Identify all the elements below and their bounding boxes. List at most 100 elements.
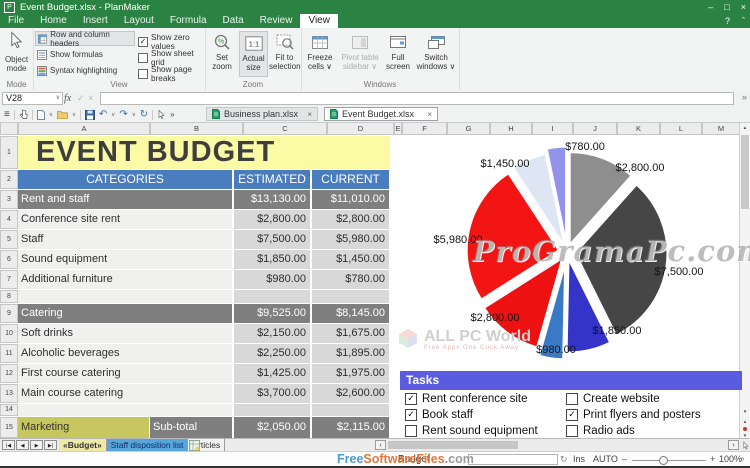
col-header-I[interactable]: I: [532, 122, 573, 135]
col-header-K[interactable]: K: [617, 122, 660, 135]
checkbox-checked-icon[interactable]: ✓: [138, 37, 148, 47]
pie-slice-0[interactable]: [569, 152, 632, 245]
first-sheet-icon[interactable]: |◀: [2, 440, 15, 450]
task-item-print-flyers-and-posters[interactable]: ✓ Print flyers and posters: [566, 407, 701, 422]
fit-to-selection-button[interactable]: Fit to selection: [269, 31, 301, 77]
cell-current-row12[interactable]: $1,975.00: [312, 364, 389, 383]
set-zoom-button[interactable]: % Set zoom: [207, 31, 237, 77]
scroll-left-icon[interactable]: ‹: [375, 440, 386, 450]
cell-estimated-row9[interactable]: $9,525.00: [234, 304, 310, 323]
cell-estimated-row8[interactable]: [234, 290, 310, 303]
hscroll-thumb[interactable]: [388, 441, 518, 449]
doc-tab-event-budget[interactable]: Event Budget.xlsx ×: [324, 107, 438, 121]
cell-category-row8[interactable]: [18, 290, 232, 303]
status-ins[interactable]: Ins: [573, 454, 586, 464]
repeat-icon[interactable]: ↻: [139, 109, 149, 120]
page-select-icon[interactable]: [743, 427, 747, 431]
task-item-rent-sound-equipment[interactable]: Rent sound equipment: [405, 423, 538, 438]
menu-item-home[interactable]: Home: [40, 15, 67, 26]
zoom-slider[interactable]: [632, 460, 706, 461]
chevron-down-icon[interactable]: ∨: [131, 111, 136, 118]
col-header-B[interactable]: B: [150, 122, 243, 135]
cell-header-categories[interactable]: CATEGORIES: [18, 170, 232, 189]
select-cursor-icon[interactable]: [157, 109, 166, 120]
undo-icon[interactable]: ↶: [98, 109, 108, 120]
menu-item-review[interactable]: Review: [259, 15, 293, 26]
task-checkbox-unchecked-icon[interactable]: [566, 424, 578, 437]
actual-size-button[interactable]: 1:1 Actual size: [239, 31, 268, 77]
cell-estimated-row15[interactable]: $2,050.00: [234, 417, 310, 438]
row-header-10[interactable]: 10: [0, 324, 18, 343]
sheet-tab-staff-disposition-list[interactable]: Staff disposition list: [106, 439, 189, 451]
formula-input[interactable]: [100, 92, 734, 105]
cell-category-row13[interactable]: Main course catering: [18, 384, 232, 403]
cell-category-row11[interactable]: Alcoholic beverages: [18, 344, 232, 363]
cancel-icon[interactable]: ×: [88, 93, 94, 103]
task-checkbox-checked-icon[interactable]: ✓: [405, 408, 417, 421]
row-header-5[interactable]: 5: [0, 230, 18, 249]
cell-category-row12[interactable]: First course catering: [18, 364, 232, 383]
ribbon-checkbox-show-zero-values[interactable]: ✓ Show zero values: [138, 33, 205, 51]
row-header-2[interactable]: 2: [0, 170, 18, 189]
cell-category-row14[interactable]: [18, 404, 232, 416]
corner-cursor-icon[interactable]: [742, 441, 750, 450]
row-header-4[interactable]: 4: [0, 210, 18, 229]
row-header-3[interactable]: 3: [0, 190, 18, 209]
pie-chart-object[interactable]: $2,800.00 $7,500.00 $1,850.00 $980.00 $2,800…: [395, 137, 741, 367]
help-icon[interactable]: ?: [724, 16, 730, 26]
next-sheet-icon[interactable]: ▶: [30, 440, 43, 450]
open-folder-icon[interactable]: [56, 110, 68, 119]
hamburger-icon[interactable]: ≡: [4, 109, 10, 120]
ribbon-button-freeze-cells[interactable]: Freeze cells ∨: [303, 31, 337, 77]
save-icon[interactable]: [84, 109, 95, 120]
cell-current-row11[interactable]: $1,895.00: [312, 344, 389, 363]
close-icon[interactable]: ×: [740, 2, 746, 12]
close-tab-icon[interactable]: ×: [307, 109, 312, 119]
pie-slice-3[interactable]: [539, 267, 566, 360]
task-item-rent-conference-site[interactable]: ✓ Rent conference site: [405, 391, 527, 406]
cell-category-row3[interactable]: Rent and staff: [18, 190, 232, 209]
zoom-in-icon[interactable]: +: [710, 454, 716, 464]
cell-header-current[interactable]: CURRENT: [312, 170, 389, 189]
chevron-down-icon[interactable]: ∨: [55, 95, 60, 101]
minimize-icon[interactable]: –: [708, 2, 714, 12]
cell-category-row9[interactable]: Catering: [18, 304, 232, 323]
toolbar-overflow-icon[interactable]: »: [170, 110, 175, 119]
object-mode-button[interactable]: Object mode: [2, 31, 31, 77]
maximize-icon[interactable]: □: [724, 2, 730, 12]
touch-mode-icon[interactable]: [19, 109, 28, 120]
row-header-8[interactable]: 8: [0, 290, 18, 303]
previous-sheet-icon[interactable]: ◀: [16, 440, 29, 450]
menu-item-formula[interactable]: Formula: [169, 15, 207, 26]
task-item-radio-ads[interactable]: Radio ads: [566, 423, 635, 438]
col-header-J[interactable]: J: [573, 122, 617, 135]
cell-estimated-row11[interactable]: $2,250.00: [234, 344, 310, 363]
scroll-right-icon[interactable]: ›: [728, 440, 739, 450]
row-header-9[interactable]: 9: [0, 304, 18, 323]
cell-category-row7[interactable]: Additional furniture: [18, 270, 232, 289]
cell-category-row15[interactable]: Marketing: [18, 417, 149, 438]
show-formulas-button[interactable]: Show formulas: [35, 47, 135, 62]
vertical-scrollbar[interactable]: ▲ ▼ ▲ ▼: [739, 122, 750, 438]
row-header-14[interactable]: 14: [0, 404, 18, 416]
cell-current-row6[interactable]: $1,450.00: [312, 250, 389, 269]
pie-slice-2[interactable]: [566, 260, 611, 353]
row-header-13[interactable]: 13: [0, 384, 18, 403]
select-all-corner[interactable]: [0, 122, 18, 135]
syntax-highlighting-button[interactable]: Syntax highlighting: [35, 63, 135, 78]
ribbon-button-full-screen[interactable]: Full screen: [383, 31, 413, 77]
row-header-7[interactable]: 7: [0, 270, 18, 289]
chevron-down-icon[interactable]: ∨: [111, 111, 116, 118]
cell-title[interactable]: EVENT BUDGET: [18, 136, 390, 169]
task-checkbox-unchecked-icon[interactable]: [566, 392, 578, 405]
status-overflow-icon[interactable]: »: [740, 454, 745, 463]
zoom-out-icon[interactable]: –: [622, 454, 628, 464]
sync-icon[interactable]: ↻: [560, 454, 568, 464]
pie-slice-6[interactable]: [513, 154, 565, 244]
cell-current-row13[interactable]: $2,600.00: [312, 384, 389, 403]
cell-estimated-row3[interactable]: $13,130.00: [234, 190, 310, 209]
pie-slice-7[interactable]: [546, 146, 567, 239]
new-sheet-icon[interactable]: [189, 440, 200, 451]
col-header-D[interactable]: D: [327, 122, 394, 135]
task-checkbox-checked-icon[interactable]: ✓: [566, 408, 578, 421]
